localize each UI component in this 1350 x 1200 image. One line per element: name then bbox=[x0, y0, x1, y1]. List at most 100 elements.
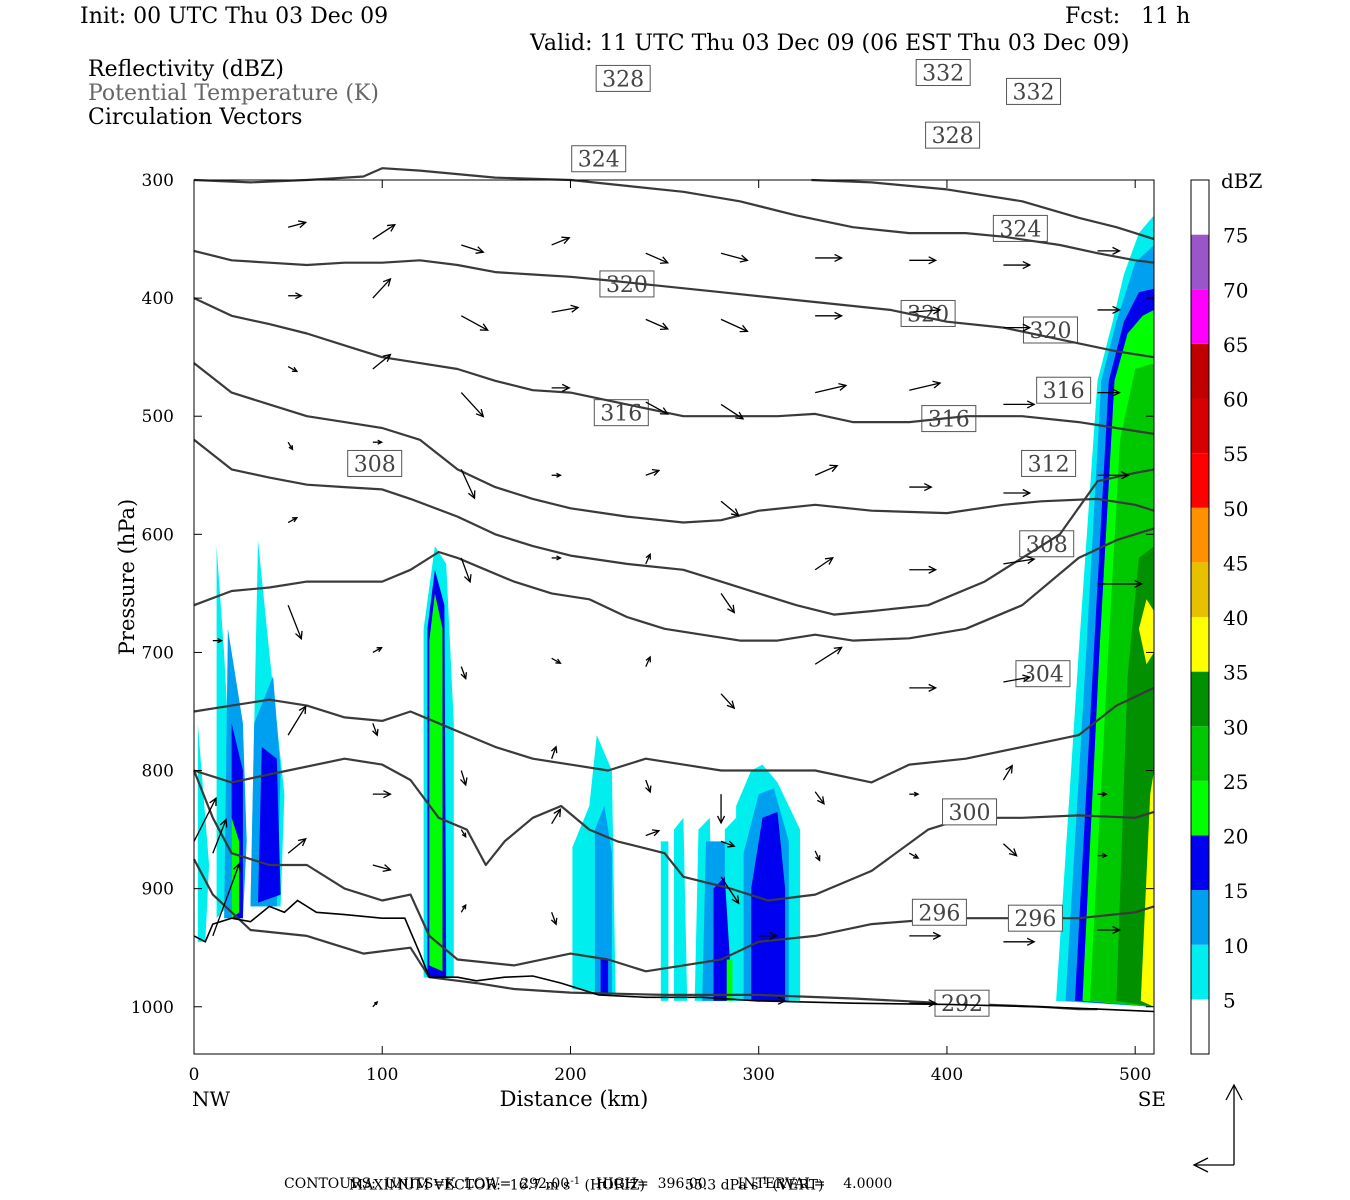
theta-label-296-1: 296 bbox=[1014, 907, 1056, 932]
vector-shaft-2 bbox=[461, 244, 484, 253]
vector-head-8 bbox=[1022, 260, 1032, 270]
vector-head-40 bbox=[291, 517, 299, 523]
y-tick-label-500: 500 bbox=[142, 407, 174, 427]
vector-arrow-77 bbox=[1002, 843, 1018, 857]
refl-area-15 bbox=[674, 817, 688, 1001]
vector-head-41 bbox=[463, 574, 472, 584]
vector-head-76 bbox=[913, 853, 920, 859]
vector-head-25 bbox=[735, 411, 745, 420]
vector-head-66 bbox=[1005, 764, 1013, 774]
vector-head-47 bbox=[1026, 556, 1036, 565]
field-circulation-vectors: Circulation Vectors bbox=[88, 105, 303, 130]
vector-shaft-40 bbox=[287, 517, 298, 524]
vector-arrow-89 bbox=[212, 862, 241, 937]
vector-arrow-38 bbox=[1003, 488, 1032, 498]
vector-arrow-56 bbox=[814, 646, 843, 665]
vector-shaft-55 bbox=[720, 693, 735, 709]
vert-exponent: -1 bbox=[758, 1176, 769, 1187]
vector-shaft-44 bbox=[720, 593, 735, 613]
vector-shaft-51 bbox=[372, 647, 382, 654]
vector-arrow-8 bbox=[1003, 260, 1032, 270]
y-tick-label-600: 600 bbox=[142, 525, 174, 545]
reference-vertical-head bbox=[1225, 1083, 1243, 1101]
colorbar-label-35: 35 bbox=[1223, 661, 1248, 685]
refl-area-21 bbox=[751, 811, 786, 1001]
vector-shaft-20 bbox=[287, 366, 298, 372]
vector-head-16 bbox=[834, 311, 844, 320]
vector-head-65 bbox=[913, 791, 920, 797]
vector-head-56 bbox=[833, 646, 843, 655]
vector-head-0 bbox=[297, 220, 308, 229]
theta-line-328 bbox=[193, 167, 1155, 264]
x-tick-label-100: 100 bbox=[366, 1065, 398, 1085]
refl-area-0 bbox=[197, 723, 210, 942]
vector-arrow-51 bbox=[372, 646, 383, 654]
vector-arrow-40 bbox=[287, 517, 299, 524]
theta-label-328-0: 328 bbox=[602, 67, 644, 92]
vector-arrow-53 bbox=[551, 657, 562, 664]
vector-head-4 bbox=[659, 256, 670, 264]
colorbar-label-65: 65 bbox=[1223, 333, 1248, 357]
refl-area-14 bbox=[660, 841, 669, 1001]
vector-head-14 bbox=[659, 322, 670, 331]
vector-arrow-60 bbox=[460, 770, 468, 787]
vector-arrow-47 bbox=[1003, 556, 1036, 565]
theta-label-308-0: 308 bbox=[354, 452, 396, 477]
refl-area-23 bbox=[726, 959, 733, 1001]
vector-head-46 bbox=[928, 565, 938, 574]
theta-label-box-332-0 bbox=[915, 59, 971, 87]
vector-head-55 bbox=[726, 700, 736, 710]
theta-label-box-316-1 bbox=[921, 405, 977, 433]
vector-shaft-80 bbox=[372, 864, 391, 871]
reference-vector-arrow bbox=[1192, 1083, 1243, 1173]
refl-area-31 bbox=[1138, 599, 1154, 665]
vector-arrow-16 bbox=[815, 311, 844, 320]
vector-arrow-37 bbox=[909, 482, 933, 492]
vector-shaft-15 bbox=[720, 318, 748, 332]
theta-label-296-0: 296 bbox=[918, 901, 960, 926]
horiz-value: 16.7 m s bbox=[509, 1177, 571, 1194]
vector-shaft-53 bbox=[551, 657, 561, 664]
vector-shaft-90 bbox=[193, 797, 217, 842]
vector-arrow-72 bbox=[551, 808, 562, 825]
theta-label-304-0: 304 bbox=[1022, 663, 1064, 688]
vector-arrow-31 bbox=[372, 439, 384, 445]
vector-head-73 bbox=[651, 829, 661, 837]
vector-arrow-10 bbox=[288, 292, 303, 300]
circulation-vectors bbox=[193, 220, 1143, 1008]
theta-label-box-304-0 bbox=[1015, 660, 1071, 688]
theta-line-320 bbox=[193, 297, 1155, 435]
vector-arrow-48 bbox=[1097, 579, 1143, 589]
vector-shaft-4 bbox=[645, 252, 669, 264]
vector-head-53 bbox=[555, 658, 562, 664]
vector-head-12 bbox=[479, 323, 489, 331]
vector-head-10 bbox=[295, 292, 303, 300]
vector-head-11 bbox=[382, 277, 392, 287]
vector-head-26 bbox=[838, 382, 848, 391]
theta-label-box-308-0 bbox=[347, 449, 403, 477]
colorbar-swatch-5 bbox=[1191, 726, 1209, 781]
vector-head-87 bbox=[1026, 937, 1036, 946]
theta-label-box-316-2 bbox=[1036, 376, 1092, 404]
vector-arrow-61 bbox=[550, 745, 558, 759]
vector-head-21 bbox=[382, 353, 392, 362]
vector-shaft-25 bbox=[720, 403, 744, 420]
vector-arrow-78 bbox=[1097, 853, 1108, 859]
vector-arrow-14 bbox=[645, 318, 670, 331]
theta-line-324 bbox=[193, 249, 1155, 359]
vector-arrow-87 bbox=[1003, 937, 1036, 946]
vector-shaft-61 bbox=[551, 746, 557, 759]
vector-shaft-47 bbox=[1003, 558, 1035, 565]
vector-arrow-71 bbox=[460, 829, 467, 839]
vector-arrow-79 bbox=[287, 837, 307, 854]
colorbar-swatch-15 bbox=[1191, 180, 1209, 235]
vector-arrow-90 bbox=[193, 796, 217, 842]
vector-arrow-58 bbox=[1003, 674, 1032, 683]
vector-arrow-3 bbox=[551, 236, 571, 246]
vector-arrow-18 bbox=[1003, 323, 1032, 332]
vector-arrow-69 bbox=[287, 705, 307, 736]
vector-arrow-7 bbox=[909, 256, 938, 265]
x-end-label-left: NW bbox=[192, 1087, 231, 1111]
vector-head-5 bbox=[739, 254, 749, 263]
vector-head-19 bbox=[1112, 305, 1121, 315]
